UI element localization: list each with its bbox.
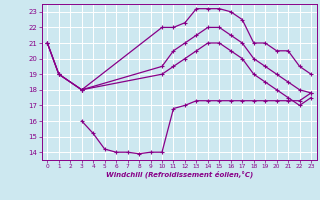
X-axis label: Windchill (Refroidissement éolien,°C): Windchill (Refroidissement éolien,°C) <box>106 171 253 178</box>
